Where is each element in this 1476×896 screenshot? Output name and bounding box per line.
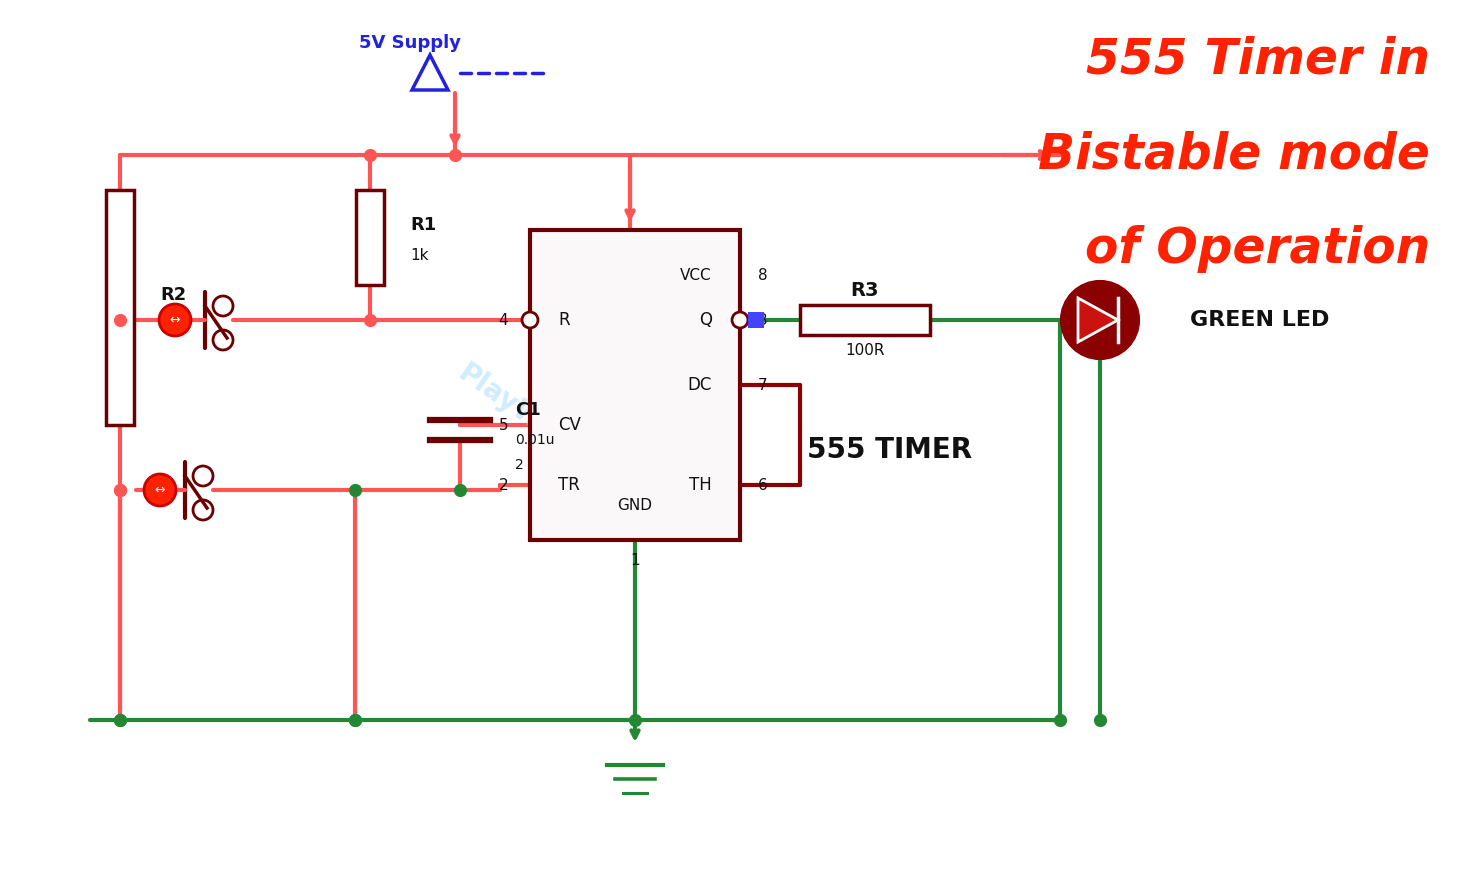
Text: DC: DC [688,376,711,394]
Circle shape [523,312,537,328]
Text: 4: 4 [499,313,508,328]
Text: R1: R1 [410,216,437,234]
Polygon shape [1077,298,1117,342]
Text: VCC: VCC [680,268,711,282]
Text: 5V Supply: 5V Supply [359,34,461,52]
Text: Q: Q [700,311,711,329]
Point [1048,713,1072,728]
Text: 1k: 1k [410,247,428,263]
Circle shape [159,304,190,336]
Point [623,713,646,728]
Text: 2: 2 [515,458,524,472]
Circle shape [193,500,213,520]
Circle shape [193,466,213,486]
Text: R2: R2 [159,286,186,304]
Text: 6: 6 [759,478,768,493]
Point [449,483,472,497]
Point [108,483,131,497]
Text: 1k: 1k [159,317,179,332]
Text: 7: 7 [759,377,768,392]
Text: 1: 1 [630,553,639,567]
Text: of Operation: of Operation [1085,225,1430,273]
Bar [106,190,134,425]
Circle shape [732,312,748,328]
Bar [748,312,765,328]
Text: 0.01u: 0.01u [515,433,555,447]
Bar [356,190,384,285]
Text: R3: R3 [850,280,880,299]
Bar [800,305,930,335]
Text: GND: GND [617,497,652,513]
Text: 2: 2 [499,478,508,493]
Point [359,313,382,327]
Text: 8: 8 [759,268,768,282]
Text: 555 Timer in: 555 Timer in [1086,35,1430,83]
Point [108,483,131,497]
Text: 555 TIMER: 555 TIMER [807,436,973,464]
Point [108,713,131,728]
Text: C1: C1 [515,401,540,419]
Point [344,483,368,497]
Bar [530,230,739,540]
Text: GREEN LED: GREEN LED [1190,310,1330,330]
Text: ↔: ↔ [170,314,180,326]
Text: TR: TR [558,476,580,494]
Point [1088,713,1111,728]
Text: ↔: ↔ [155,484,165,496]
Point [108,713,131,728]
Text: 5: 5 [499,418,508,433]
Circle shape [213,296,233,316]
Text: TH: TH [689,476,711,494]
Point [359,148,382,162]
Circle shape [1063,282,1138,358]
Point [344,713,368,728]
Circle shape [213,330,233,350]
Text: Bistable mode: Bistable mode [1038,130,1430,178]
Circle shape [145,474,176,506]
Text: R: R [558,311,570,329]
Point [108,313,131,327]
Text: 3: 3 [759,313,768,328]
Text: 100R: 100R [846,342,884,358]
Text: CV: CV [558,416,582,434]
Text: PlayWithCircuit: PlayWithCircuit [453,359,667,521]
Point [344,713,368,728]
Point [443,148,466,162]
